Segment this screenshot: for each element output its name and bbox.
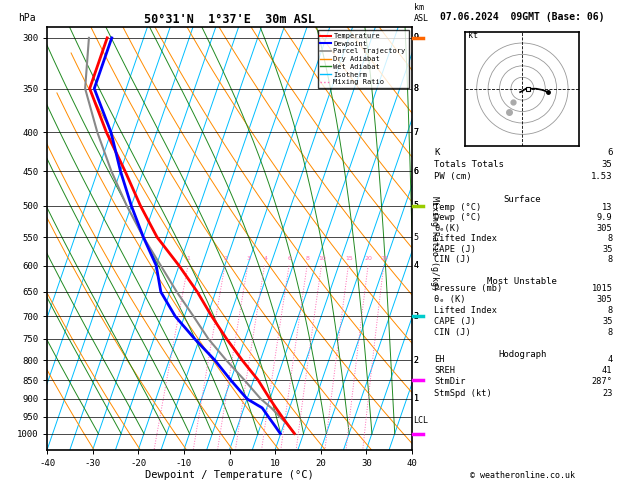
Text: 287°: 287°: [591, 377, 613, 386]
Text: Temp (°C): Temp (°C): [434, 203, 481, 212]
Text: 2: 2: [414, 356, 419, 364]
Legend: Temperature, Dewpoint, Parcel Trajectory, Dry Adiabat, Wet Adiabat, Isotherm, Mi: Temperature, Dewpoint, Parcel Trajectory…: [318, 30, 408, 88]
Text: 9: 9: [414, 34, 419, 42]
Text: 4: 4: [263, 256, 267, 261]
Text: Lifted Index: Lifted Index: [434, 306, 497, 315]
Text: 41: 41: [602, 366, 613, 375]
Text: 35: 35: [602, 317, 613, 326]
Text: 8: 8: [608, 328, 613, 337]
Text: 10: 10: [318, 256, 326, 261]
Text: 1: 1: [187, 256, 191, 261]
Text: 25: 25: [381, 256, 388, 261]
Text: 6: 6: [288, 256, 292, 261]
Text: 13: 13: [602, 203, 613, 212]
Text: 8: 8: [306, 256, 309, 261]
Text: 4: 4: [414, 261, 419, 270]
Text: 9: 9: [414, 34, 419, 42]
Text: 3: 3: [247, 256, 250, 261]
Text: 1: 1: [414, 395, 419, 403]
Text: 07.06.2024  09GMT (Base: 06): 07.06.2024 09GMT (Base: 06): [440, 12, 604, 22]
Text: 2: 2: [224, 256, 228, 261]
Text: CIN (J): CIN (J): [434, 255, 471, 264]
Text: 4: 4: [608, 355, 613, 364]
Text: hPa: hPa: [18, 13, 36, 22]
Text: 6: 6: [414, 167, 419, 175]
Text: 1: 1: [414, 395, 419, 403]
Text: θₑ(K): θₑ(K): [434, 224, 460, 233]
Title: 50°31'N  1°37'E  30m ASL: 50°31'N 1°37'E 30m ASL: [144, 13, 315, 26]
Text: Most Unstable: Most Unstable: [487, 278, 557, 286]
Text: Mixing Ratio (g/kg): Mixing Ratio (g/kg): [430, 195, 438, 291]
Text: kt: kt: [467, 32, 477, 40]
Text: Dewp (°C): Dewp (°C): [434, 213, 481, 223]
Text: 5: 5: [414, 201, 419, 210]
Text: 8: 8: [414, 84, 419, 93]
Text: PW (cm): PW (cm): [434, 173, 472, 181]
Text: 35: 35: [602, 244, 613, 254]
Text: θₑ (K): θₑ (K): [434, 295, 465, 304]
Text: StmDir: StmDir: [434, 377, 465, 386]
Text: 9.9: 9.9: [597, 213, 613, 223]
Text: Totals Totals: Totals Totals: [434, 160, 504, 169]
Text: 7: 7: [414, 128, 419, 137]
Text: 35: 35: [602, 160, 613, 169]
Text: 4: 4: [414, 261, 419, 270]
Text: 305: 305: [597, 224, 613, 233]
Text: EH: EH: [434, 355, 445, 364]
Text: 3: 3: [414, 312, 419, 321]
Text: © weatheronline.co.uk: © weatheronline.co.uk: [470, 471, 575, 480]
Text: 8: 8: [608, 255, 613, 264]
Text: Pressure (mb): Pressure (mb): [434, 284, 503, 293]
Text: Lifted Index: Lifted Index: [434, 234, 497, 243]
Text: Hodograph: Hodograph: [498, 350, 547, 359]
Text: K: K: [434, 148, 440, 157]
Text: 8: 8: [608, 306, 613, 315]
Text: 20: 20: [365, 256, 372, 261]
Text: 6: 6: [414, 167, 419, 175]
X-axis label: Dewpoint / Temperature (°C): Dewpoint / Temperature (°C): [145, 470, 314, 480]
Text: CAPE (J): CAPE (J): [434, 317, 476, 326]
Text: 15: 15: [345, 256, 353, 261]
Text: 305: 305: [597, 295, 613, 304]
Text: km
ASL: km ASL: [414, 3, 429, 22]
Text: 23: 23: [602, 389, 613, 398]
Text: 8: 8: [608, 234, 613, 243]
Text: 3: 3: [414, 312, 419, 321]
Text: 1.53: 1.53: [591, 173, 613, 181]
Text: 5: 5: [414, 201, 419, 210]
Text: Surface: Surface: [504, 195, 541, 204]
Text: 7: 7: [414, 128, 419, 137]
Text: LCL: LCL: [413, 416, 428, 425]
Text: StmSpd (kt): StmSpd (kt): [434, 389, 492, 398]
Text: SREH: SREH: [434, 366, 455, 375]
Text: 5: 5: [414, 233, 419, 242]
Text: 8: 8: [414, 84, 419, 93]
Text: 2: 2: [414, 356, 419, 364]
Text: 1015: 1015: [591, 284, 613, 293]
Text: CIN (J): CIN (J): [434, 328, 471, 337]
Text: 6: 6: [607, 148, 613, 157]
Text: CAPE (J): CAPE (J): [434, 244, 476, 254]
